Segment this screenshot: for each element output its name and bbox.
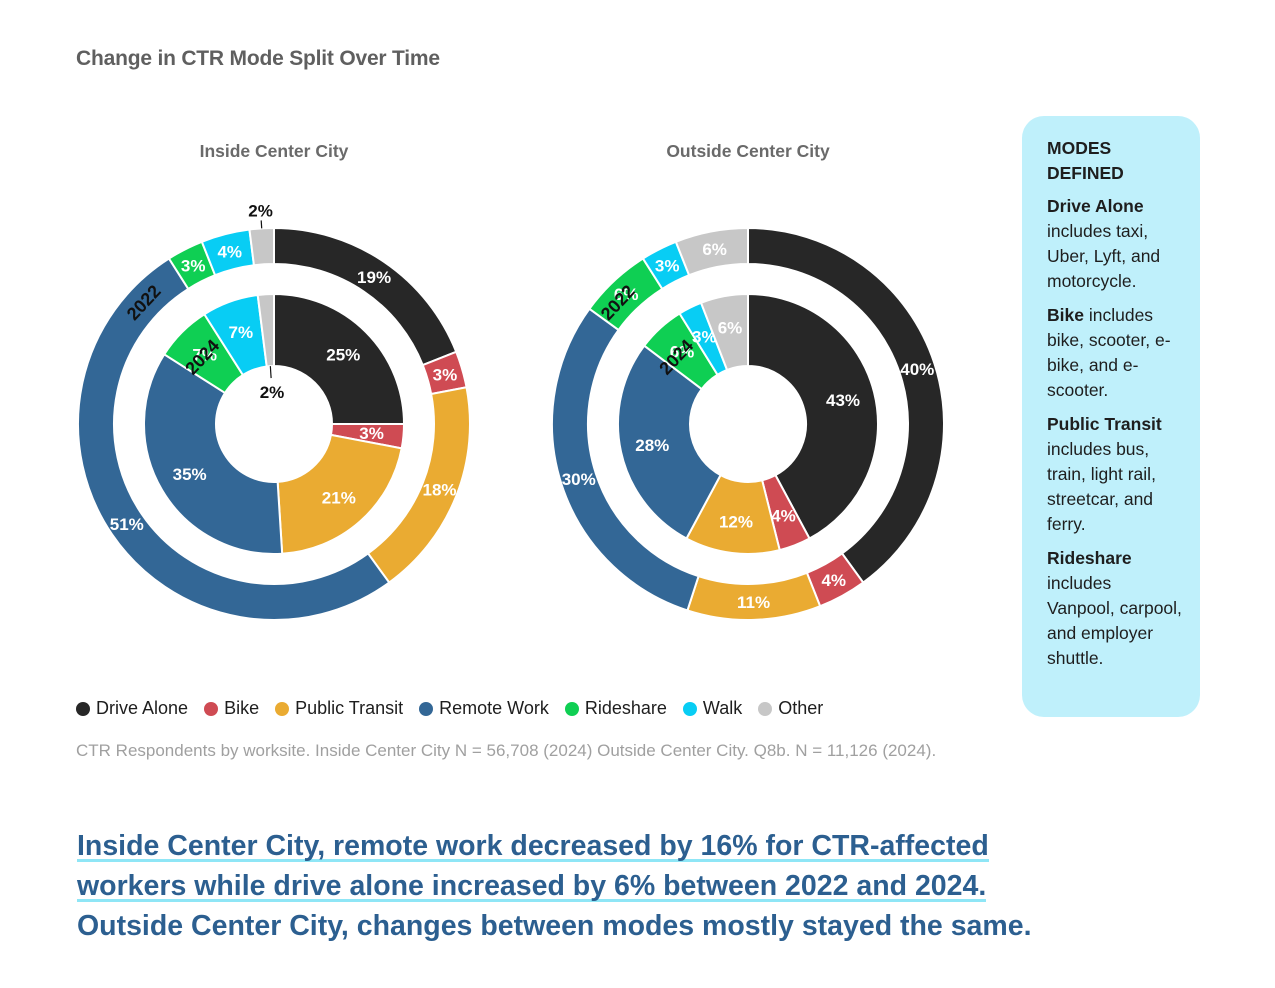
definition-public-transit: Public Transit includes bus, train, ligh… [1047, 412, 1182, 537]
legend-label: Bike [224, 698, 260, 718]
data-label: 21% [322, 489, 356, 508]
data-label: 11% [737, 593, 770, 612]
legend-item-remote-work: Remote Work [419, 698, 549, 719]
definition-term: Drive Alone [1047, 196, 1144, 216]
data-label: 25% [326, 346, 360, 365]
slice-2022-remote-work [76, 257, 391, 621]
legend-label: Drive Alone [96, 698, 189, 718]
legend-swatch [419, 701, 434, 716]
legend-label: Other [778, 698, 824, 718]
legend-label: Walk [702, 698, 743, 718]
page-title: Change in CTR Mode Split Over Time [76, 47, 440, 70]
data-label: 35% [173, 465, 207, 484]
legend-swatch [758, 701, 773, 716]
chart-title: Inside Center City [200, 141, 349, 161]
data-label: 40% [900, 360, 934, 379]
legend: Drive Alone Bike Public Transit Remote W… [76, 698, 839, 719]
takeaway-text: workers while drive alone increased by 6… [77, 870, 987, 902]
slice-2024-remote-work [143, 352, 284, 555]
key-takeaway: Inside Center City, remote work decrease… [77, 826, 1197, 946]
legend-item-other: Other [758, 698, 823, 719]
data-label: 19% [357, 268, 391, 287]
data-label: 28% [635, 436, 669, 455]
data-label: 2% [248, 201, 273, 220]
slice-2024-other [256, 292, 275, 368]
donut-chart-outside-center-city: Outside Center City40%4%11%30%6%3%6%2022… [551, 141, 945, 621]
data-label: 30% [562, 470, 596, 489]
legend-item-public-transit: Public Transit [275, 698, 403, 719]
modes-defined-panel: MODES DEFINED Drive Alone includes taxi,… [1022, 116, 1200, 717]
definition-rideshare: Rideshare includes Vanpool, carpool, and… [1047, 546, 1182, 671]
takeaway-text: Inside Center City, remote work decrease… [77, 830, 989, 862]
definition-drive-alone: Drive Alone includes taxi, Uber, Lyft, a… [1047, 194, 1182, 294]
data-label: 3% [692, 327, 717, 346]
slice-2024-drive-alone [747, 292, 879, 540]
data-label: 2% [260, 383, 285, 402]
slice-2022-other [248, 226, 275, 267]
source-note: CTR Respondents by worksite. Inside Cent… [76, 741, 937, 760]
leader-line [269, 366, 272, 379]
data-label: 4% [771, 506, 796, 525]
legend-swatch [682, 701, 697, 716]
data-label: 7% [192, 346, 217, 365]
leader-line [260, 220, 263, 229]
slice-2024-remote-work [617, 344, 722, 540]
legend-swatch [564, 701, 579, 716]
slice-2024-public-transit [276, 433, 403, 555]
definition-term: Public Transit [1047, 414, 1162, 434]
data-label: 12% [719, 512, 753, 531]
definition-term: Rideshare [1047, 548, 1132, 568]
definition-text: includes Vanpool, carpool, and employer … [1047, 573, 1182, 668]
legend-swatch [76, 701, 90, 716]
definition-text: includes bus, train, light rail, streetc… [1047, 439, 1156, 534]
data-label: 18% [422, 481, 456, 500]
modes-defined-title: MODES DEFINED [1047, 138, 1124, 183]
data-label: 51% [110, 515, 144, 534]
data-label: 6% [670, 343, 695, 362]
legend-swatch [204, 701, 219, 716]
data-label: 6% [718, 319, 743, 338]
data-label: 3% [359, 424, 384, 443]
legend-item-drive-alone: Drive Alone [76, 698, 188, 719]
legend-label: Public Transit [295, 698, 404, 718]
legend-label: Rideshare [584, 698, 667, 718]
legend-item-rideshare: Rideshare [564, 698, 667, 719]
definition-term: Bike [1047, 305, 1084, 325]
takeaway-line-1: Inside Center City, remote work decrease… [77, 826, 1197, 866]
data-label: 7% [229, 323, 254, 342]
definition-text: includes bike, scooter, e-bike, and e-sc… [1047, 305, 1171, 400]
chart-title: Outside Center City [666, 141, 830, 161]
donut-charts: Inside Center City19%3%18%51%3%4%2%20222… [76, 141, 945, 621]
legend-swatch [275, 701, 290, 716]
slice-2022-other [674, 226, 749, 277]
data-label: 3% [181, 256, 206, 275]
data-label: 3% [433, 365, 458, 384]
legend-label: Remote Work [439, 698, 549, 718]
takeaway-line-2: workers while drive alone increased by 6… [77, 866, 1197, 906]
takeaway-line-3: Outside Center City, changes between mod… [77, 906, 1197, 946]
legend-item-bike: Bike [204, 698, 259, 719]
data-label: 3% [655, 256, 680, 275]
data-label: 6% [702, 240, 727, 259]
data-label: 4% [217, 243, 242, 262]
slice-2024-other [699, 292, 749, 372]
takeaway-text: Outside Center City, changes between mod… [77, 910, 1032, 942]
definition-text: includes taxi, Uber, Lyft, and motorcycl… [1047, 221, 1161, 291]
donut-chart-inside-center-city: Inside Center City19%3%18%51%3%4%2%20222… [76, 141, 471, 621]
legend-item-walk: Walk [682, 698, 743, 719]
definition-bike: Bike includes bike, scooter, e-bike, and… [1047, 303, 1182, 403]
slice-2024-drive-alone [273, 292, 406, 425]
data-label: 43% [826, 391, 860, 410]
data-label: 6% [614, 285, 639, 304]
data-label: 4% [821, 571, 846, 590]
